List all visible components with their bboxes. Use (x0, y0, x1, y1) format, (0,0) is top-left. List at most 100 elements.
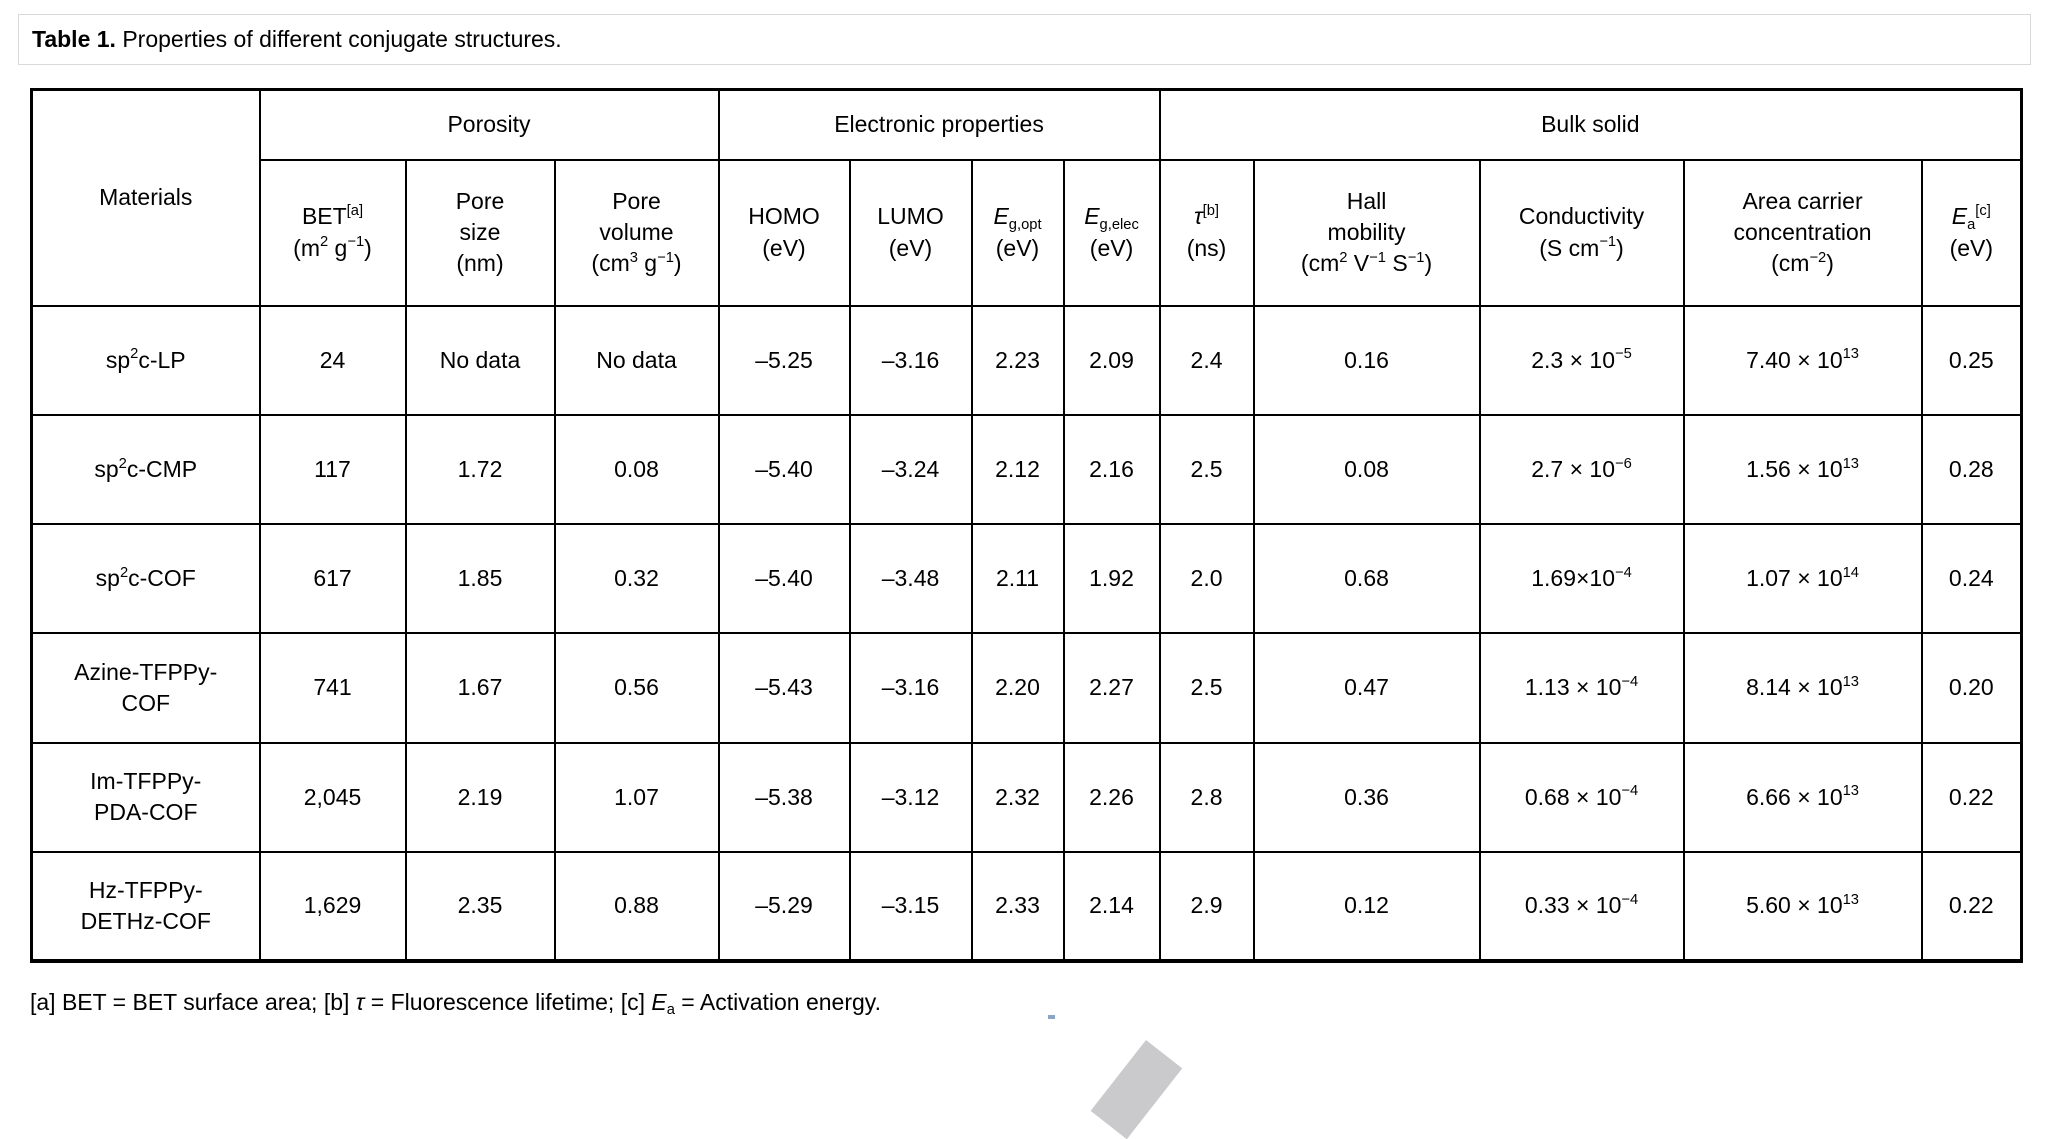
table-cell: –3.16 (848, 304, 973, 416)
table-cell: –5.40 (717, 522, 851, 635)
table-cell: No data (404, 304, 556, 416)
material-cell: Hz-TFPPy- DETHz-COF (30, 850, 261, 964)
table-cell: 1.07 (553, 741, 720, 853)
table-cell: 0.32 (553, 522, 720, 635)
table-cell: 0.36 (1252, 741, 1481, 853)
table-cell: 5.60 × 1013 (1682, 850, 1923, 964)
column-header-lumo: LUMO (eV) (848, 158, 973, 307)
watermark-artifact (1090, 1040, 1183, 1139)
table-cell: 2,045 (258, 741, 407, 853)
table-cell: 2.5 (1158, 632, 1255, 744)
table-cell: 2.14 (1062, 850, 1161, 964)
table-cell: 0.24 (1920, 522, 2023, 635)
table-cell: 0.68 (1252, 522, 1481, 635)
table-cell: 1.85 (404, 522, 556, 635)
table-cell: 2.32 (970, 741, 1065, 853)
table-cell: 0.88 (553, 850, 720, 964)
table-row: Azine-TFPPy- COF 741 1.67 0.56 –5.43 –3.1… (30, 632, 2023, 744)
column-header-homo: HOMO (eV) (717, 158, 851, 307)
column-header-pore-size: Pore size (nm) (404, 158, 556, 307)
column-header-hall-mobility: Hall mobility (cm2 V−1 S−1) (1252, 158, 1481, 307)
table-cell: 0.68 × 10−4 (1478, 741, 1685, 853)
table-row: sp2c-CMP 117 1.72 0.08 –5.40 –3.24 2.12 … (30, 413, 2023, 526)
table-cell: 2.23 (970, 304, 1065, 416)
table-cell: 1.69×10−4 (1478, 522, 1685, 635)
table-row: Im-TFPPy- PDA-COF 2,045 2.19 1.07 –5.38 –… (30, 741, 2023, 853)
table-cell: 2.0 (1158, 522, 1255, 635)
table-cell: 0.08 (553, 413, 720, 526)
table-footnote: [a] BET = BET surface area; [b] τ = Fluo… (30, 989, 881, 1019)
table-cell: –5.40 (717, 413, 851, 526)
table-cell: 2.16 (1062, 413, 1161, 526)
table-cell: 2.11 (970, 522, 1065, 635)
table-cell: –3.24 (848, 413, 973, 526)
column-header-eg-elec: Eg,elec (eV) (1062, 158, 1161, 307)
column-header-ea: Ea[c] (eV) (1920, 158, 2023, 307)
properties-table: Materials Porosity Electronic properties… (30, 88, 2024, 964)
column-header-eg-opt: Eg,opt (eV) (970, 158, 1065, 307)
table-cell: 117 (258, 413, 407, 526)
table-cell: 24 (258, 304, 407, 416)
table-cell: 2.9 (1158, 850, 1255, 964)
table-cell: –5.43 (717, 632, 851, 744)
table-cell: 2.35 (404, 850, 556, 964)
table-cell: 0.33 × 10−4 (1478, 850, 1685, 964)
table-cell: –3.16 (848, 632, 973, 744)
table-cell: 0.22 (1920, 850, 2023, 964)
table-cell: 8.14 × 1013 (1682, 632, 1923, 744)
table-cell: 2.20 (970, 632, 1065, 744)
table-cell: 0.12 (1252, 850, 1481, 964)
page-artifact-blue-mark (1048, 1015, 1055, 1019)
table-cell: 0.56 (553, 632, 720, 744)
column-header-materials: Materials (30, 88, 261, 307)
table-cell: 2.7 × 10−6 (1478, 413, 1685, 526)
material-cell: Azine-TFPPy- COF (30, 632, 261, 744)
table-cell: 2.12 (970, 413, 1065, 526)
table-cell: –5.29 (717, 850, 851, 964)
header-group-row: Materials Porosity Electronic properties… (30, 88, 2023, 307)
column-header-pore-volume: Pore volume (cm3 g−1) (553, 158, 720, 307)
column-header-area-carrier-concentration: Area carrier concentration (cm−2) (1682, 158, 1923, 307)
table-cell: 2.26 (1062, 741, 1161, 853)
table-cell: 1.92 (1062, 522, 1161, 635)
table-cell: –5.38 (717, 741, 851, 853)
group-header-bulk-solid: Bulk solid (1158, 88, 2023, 161)
table-cell: 741 (258, 632, 407, 744)
group-header-electronic-properties: Electronic properties (717, 88, 1161, 161)
table-cell: –3.15 (848, 850, 973, 964)
table-cell: 2.8 (1158, 741, 1255, 853)
table-cell: 1.72 (404, 413, 556, 526)
table-cell: 2.5 (1158, 413, 1255, 526)
column-header-bet: BET[a] (m2 g−1) (258, 158, 407, 307)
table-cell: 0.08 (1252, 413, 1481, 526)
table-cell: 2.19 (404, 741, 556, 853)
table-row: sp2c-LP 24 No data No data –5.25 –3.16 2… (30, 304, 2023, 416)
table-cell: –3.48 (848, 522, 973, 635)
material-cell: sp2c-LP (30, 304, 261, 416)
table-cell: No data (553, 304, 720, 416)
table-caption-number: Table 1. (32, 26, 116, 52)
table-cell: 1.13 × 10−4 (1478, 632, 1685, 744)
table-caption: Table 1. Properties of different conjuga… (18, 14, 2031, 65)
material-cell: sp2c-COF (30, 522, 261, 635)
table-cell: 7.40 × 1013 (1682, 304, 1923, 416)
table-cell: 1,629 (258, 850, 407, 964)
table-cell: 617 (258, 522, 407, 635)
table-cell: 0.25 (1920, 304, 2023, 416)
table-row: sp2c-COF 617 1.85 0.32 –5.40 –3.48 2.11 … (30, 522, 2023, 635)
column-header-tau: τ[b] (ns) (1158, 158, 1255, 307)
table-cell: 2.3 × 10−5 (1478, 304, 1685, 416)
table-cell: 0.47 (1252, 632, 1481, 744)
table-cell: 0.22 (1920, 741, 2023, 853)
material-cell: sp2c-CMP (30, 413, 261, 526)
table-cell: 2.4 (1158, 304, 1255, 416)
table-caption-text: Properties of different conjugate struct… (115, 26, 562, 52)
table-cell: –5.25 (717, 304, 851, 416)
table-cell: 1.07 × 1014 (1682, 522, 1923, 635)
table-cell: 2.27 (1062, 632, 1161, 744)
table-cell: 1.67 (404, 632, 556, 744)
table-cell: 0.16 (1252, 304, 1481, 416)
table-cell: 1.56 × 1013 (1682, 413, 1923, 526)
column-header-conductivity: Conductivity (S cm−1) (1478, 158, 1685, 307)
group-header-porosity: Porosity (258, 88, 720, 161)
